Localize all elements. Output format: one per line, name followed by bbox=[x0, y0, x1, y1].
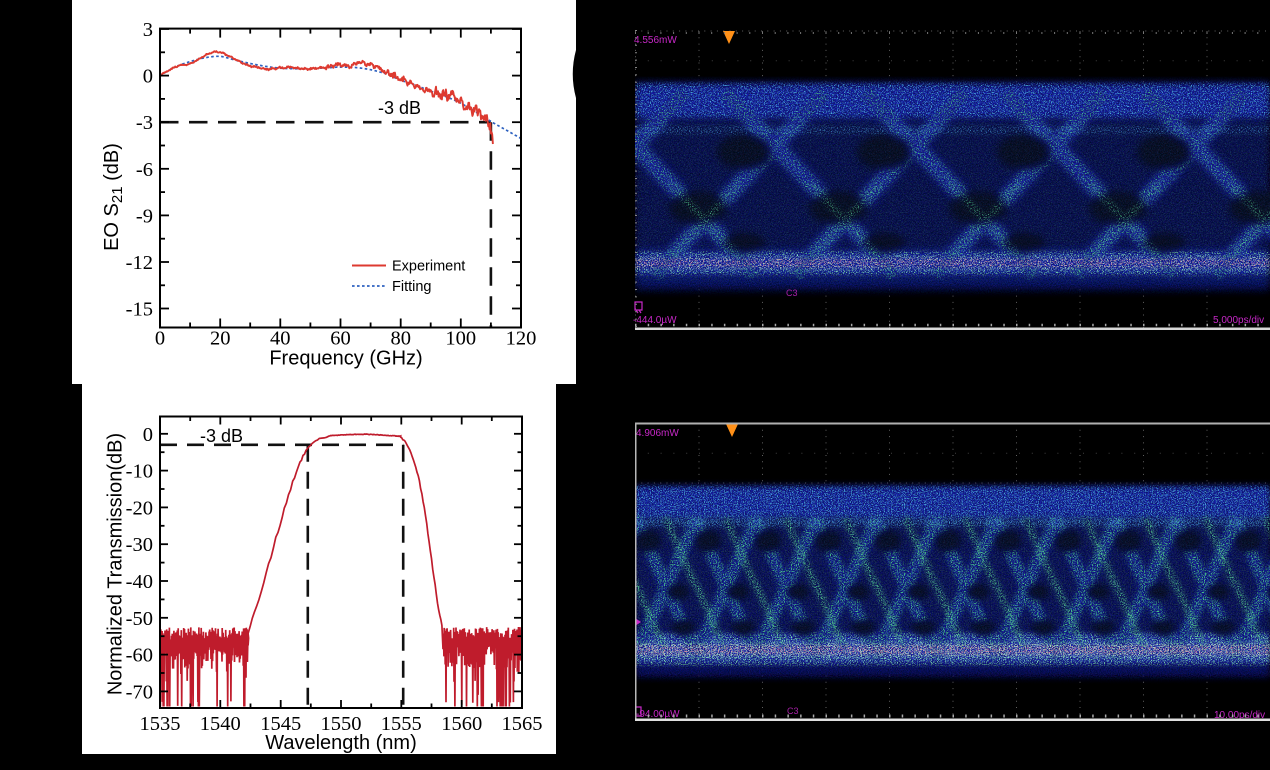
svg-text:4.906mW: 4.906mW bbox=[636, 428, 679, 439]
svg-text:100: 100 bbox=[445, 328, 476, 350]
svg-text:-94.00µW: -94.00µW bbox=[636, 709, 680, 720]
svg-text:-3: -3 bbox=[136, 112, 153, 134]
svg-text:-70: -70 bbox=[126, 681, 153, 703]
svg-text:EO S21 (dB): EO S21 (dB) bbox=[101, 143, 126, 251]
svg-text:-60: -60 bbox=[126, 645, 153, 667]
svg-text:-12: -12 bbox=[126, 252, 153, 274]
svg-text:1565: 1565 bbox=[502, 713, 543, 735]
svg-text:40: 40 bbox=[270, 328, 291, 350]
svg-text:Experiment: Experiment bbox=[392, 259, 465, 275]
svg-text:1555: 1555 bbox=[381, 713, 422, 735]
svg-text:-6: -6 bbox=[136, 159, 153, 181]
svg-text:-30: -30 bbox=[126, 534, 153, 556]
svg-text:1550: 1550 bbox=[321, 713, 362, 735]
svg-text:-444.0µW: -444.0µW bbox=[633, 315, 677, 326]
svg-text:Normalized Transmission(dB): Normalized Transmission(dB) bbox=[105, 433, 127, 695]
svg-text:Frequency (GHz): Frequency (GHz) bbox=[269, 348, 422, 370]
svg-text:-15: -15 bbox=[126, 299, 153, 321]
svg-text:0: 0 bbox=[143, 424, 153, 446]
svg-text:1560: 1560 bbox=[441, 713, 482, 735]
svg-text:80: 80 bbox=[390, 328, 411, 350]
svg-text:3: 3 bbox=[143, 19, 153, 41]
svg-text:Wavelength (nm): Wavelength (nm) bbox=[265, 732, 417, 754]
svg-text:5.000ps/div: 5.000ps/div bbox=[1213, 315, 1264, 326]
svg-text:-3 dB: -3 dB bbox=[378, 98, 421, 118]
svg-text:-9: -9 bbox=[136, 205, 153, 227]
svg-text:1535: 1535 bbox=[140, 713, 181, 735]
svg-text:-40: -40 bbox=[126, 571, 153, 593]
svg-text:20: 20 bbox=[210, 328, 231, 350]
svg-text:1545: 1545 bbox=[260, 713, 301, 735]
svg-text:Fitting: Fitting bbox=[392, 279, 432, 295]
svg-text:60: 60 bbox=[330, 328, 351, 350]
svg-text:C3: C3 bbox=[786, 288, 798, 298]
svg-text:-20: -20 bbox=[126, 497, 153, 519]
svg-text:120: 120 bbox=[506, 328, 537, 350]
svg-text:C3: C3 bbox=[787, 706, 799, 716]
svg-text:-50: -50 bbox=[126, 608, 153, 630]
svg-text:-3 dB: -3 dB bbox=[200, 426, 243, 446]
svg-text:4.556mW: 4.556mW bbox=[634, 35, 677, 46]
svg-text:0: 0 bbox=[155, 328, 165, 350]
svg-text:-10: -10 bbox=[126, 461, 153, 483]
svg-text:0: 0 bbox=[143, 66, 153, 88]
svg-text:1540: 1540 bbox=[200, 713, 241, 735]
svg-text:10.00ps/div: 10.00ps/div bbox=[1214, 710, 1265, 721]
